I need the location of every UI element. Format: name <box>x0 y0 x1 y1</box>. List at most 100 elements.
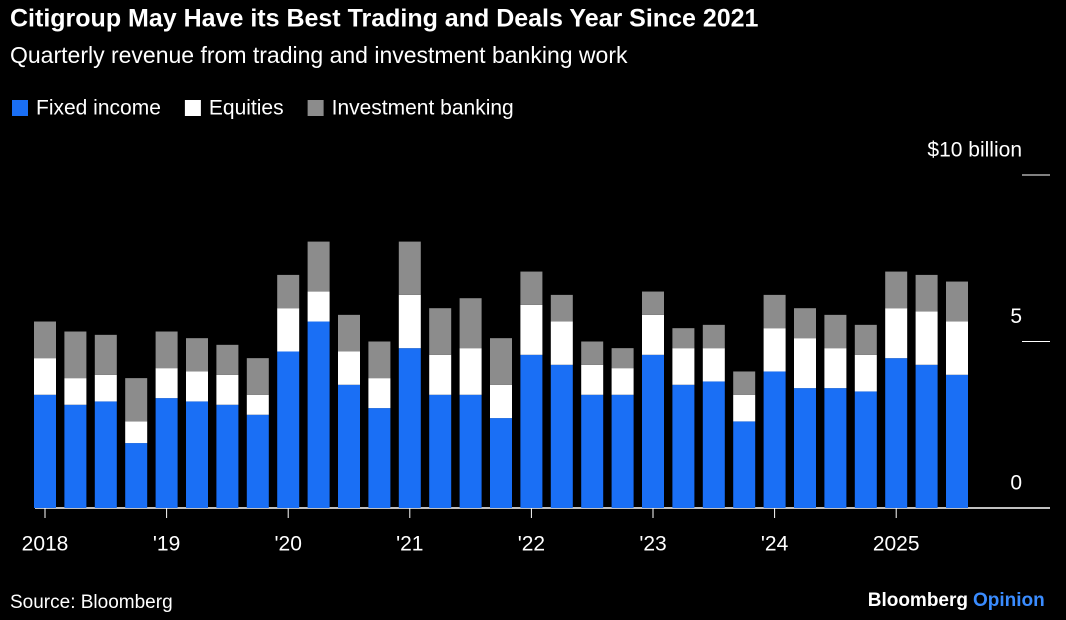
bar-segment <box>824 348 847 389</box>
x-tick-label: 2018 <box>22 533 69 556</box>
bar-segment <box>125 378 148 422</box>
bar-segment <box>246 394 269 415</box>
bar-segment <box>672 348 695 385</box>
bar-segment <box>520 271 543 305</box>
bar-segment <box>429 308 452 355</box>
bar-segment <box>763 371 786 508</box>
bar-segment <box>854 324 877 355</box>
bar-segment <box>368 341 391 379</box>
bar-segment <box>581 341 604 365</box>
bar-segment <box>277 274 300 309</box>
bar-segment <box>186 338 208 372</box>
x-tick-label: '21 <box>396 533 423 556</box>
bar-segment <box>277 351 300 508</box>
source: Source: Bloomberg <box>10 592 173 613</box>
bar-segment <box>915 311 938 365</box>
legend-swatch <box>184 100 201 116</box>
bar-segment <box>550 364 573 508</box>
bar-segment <box>763 294 786 329</box>
y-tick-label: $10 billion <box>927 139 1022 162</box>
bar-segment <box>246 358 269 395</box>
y-tick-label: 5 <box>1010 305 1022 328</box>
x-tick-label: 2025 <box>873 533 920 556</box>
legend-swatch <box>307 100 324 116</box>
legend-swatch <box>12 100 28 116</box>
bar-segment <box>307 241 330 292</box>
bar-segment <box>946 321 968 375</box>
x-tick-label: '23 <box>639 533 666 556</box>
bar-segment <box>550 321 573 365</box>
bar-segment <box>854 354 877 392</box>
bar-segment <box>34 321 56 359</box>
x-tick-label: '19 <box>153 533 180 556</box>
bar-segment <box>368 378 391 409</box>
bar-segment <box>398 241 421 295</box>
chart-subtitle: Quarterly revenue from trading and inves… <box>10 42 628 68</box>
bar-segment <box>459 298 482 349</box>
bar-segment <box>125 421 148 444</box>
bar-segment <box>915 274 938 312</box>
bar-segment <box>216 344 239 375</box>
bar-segment <box>155 398 178 508</box>
bar-segment <box>550 294 573 322</box>
bar-segment <box>459 348 482 395</box>
bar-segment <box>824 314 847 349</box>
bar-segment <box>490 384 512 419</box>
bar-segment <box>216 404 239 508</box>
logo-suffix: Opinion <box>973 590 1045 611</box>
bar-segment <box>34 358 56 395</box>
bar-segment <box>277 308 300 352</box>
bar-segment <box>216 374 239 405</box>
y-tick-label: 0 <box>1010 472 1022 495</box>
chart-title: Citigroup May Have its Best Trading and … <box>10 5 759 33</box>
bar-segment <box>702 381 725 508</box>
bar-segment <box>520 354 543 508</box>
bar-segment <box>672 384 695 508</box>
bar-segment <box>338 314 360 352</box>
bar-segment <box>429 354 452 395</box>
bar-segment <box>490 338 512 385</box>
bar-segment <box>490 418 512 508</box>
x-tick-label: '22 <box>518 533 545 556</box>
bar-segment <box>64 404 87 508</box>
legend-label: Fixed income <box>36 97 161 120</box>
bar-segment <box>186 401 208 508</box>
bar-segment <box>946 281 968 322</box>
bar-segment <box>946 374 968 508</box>
bar-segment <box>733 371 756 395</box>
bar-segment <box>398 294 421 349</box>
bar-segment <box>338 351 360 385</box>
bar-segment <box>794 308 816 339</box>
bar-segment <box>186 371 208 402</box>
bar-segment <box>520 304 543 355</box>
x-tick-label: '20 <box>275 533 302 556</box>
x-tick-label: '24 <box>761 533 789 556</box>
bar-segment <box>824 388 847 508</box>
bar-segment <box>429 394 452 508</box>
bar-segment <box>94 374 117 402</box>
bar-segment <box>94 334 117 375</box>
bar-segment <box>794 388 816 508</box>
bar-segment <box>581 394 604 508</box>
bar-segment <box>459 394 482 508</box>
bar-segment <box>338 384 360 508</box>
bar-segment <box>155 368 178 399</box>
bar-segment <box>581 364 604 395</box>
bar-segment <box>702 348 725 382</box>
bar-segment <box>611 348 634 369</box>
bar-segment <box>642 314 664 355</box>
bar-segment <box>642 291 664 315</box>
logo-brand: Bloomberg <box>868 590 968 611</box>
bar-segment <box>64 331 87 379</box>
bar-segment <box>94 401 117 508</box>
bar-segment <box>702 324 725 349</box>
bar-segment <box>885 308 908 359</box>
bar-segment <box>672 328 695 349</box>
bar-segment <box>246 414 269 508</box>
bar-segment <box>915 364 938 508</box>
bar-segment <box>368 408 391 508</box>
bar-segment <box>642 354 664 508</box>
bar-segment <box>885 271 908 309</box>
bar-segment <box>155 331 178 369</box>
